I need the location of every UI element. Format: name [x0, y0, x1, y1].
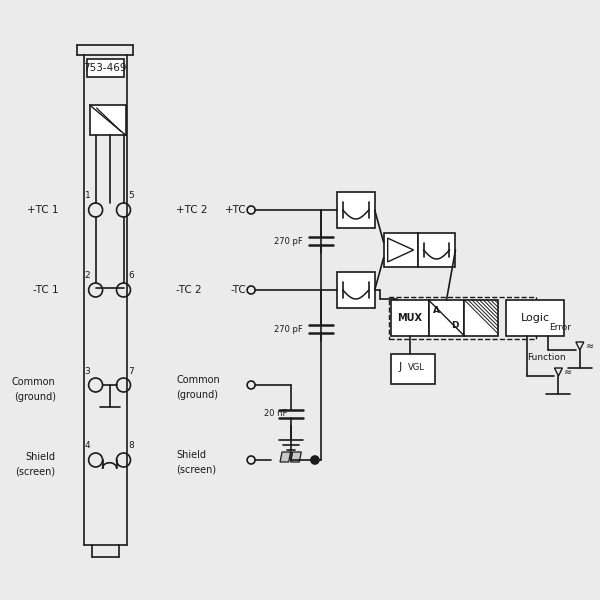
Text: (ground): (ground)	[176, 390, 218, 400]
Text: Shield: Shield	[176, 450, 206, 460]
Text: 753-469: 753-469	[83, 63, 127, 73]
Text: (screen): (screen)	[176, 465, 217, 475]
Bar	[383, 233, 418, 267]
Text: 8: 8	[128, 442, 134, 451]
Bar	[389, 297, 536, 339]
Text: 20 nF: 20 nF	[263, 409, 287, 419]
Text: 2: 2	[85, 271, 91, 280]
Text: ≈: ≈	[586, 341, 594, 351]
Text: ≈: ≈	[565, 367, 572, 377]
Text: 1: 1	[85, 191, 91, 200]
Bar	[337, 272, 375, 308]
Text: (ground): (ground)	[14, 392, 56, 402]
Bar	[337, 192, 375, 228]
Text: 270 pF: 270 pF	[274, 325, 303, 334]
Text: Logic: Logic	[521, 313, 550, 323]
Text: Error: Error	[549, 323, 571, 332]
Text: VGL: VGL	[407, 362, 424, 371]
Text: A: A	[433, 306, 440, 316]
Bar	[428, 300, 464, 336]
Polygon shape	[280, 452, 290, 462]
Text: 5: 5	[128, 191, 134, 200]
Text: 6: 6	[128, 271, 134, 280]
Text: 3: 3	[85, 367, 91, 376]
Text: Function: Function	[527, 353, 566, 362]
Text: +TC 2: +TC 2	[176, 205, 208, 215]
Text: -TC 1: -TC 1	[33, 285, 59, 295]
Circle shape	[311, 456, 319, 464]
Text: Shield: Shield	[26, 452, 56, 462]
Text: +TC: +TC	[224, 205, 246, 215]
Text: (screen): (screen)	[16, 467, 56, 477]
Text: MUX: MUX	[397, 313, 422, 323]
Bar	[391, 300, 428, 336]
Polygon shape	[290, 452, 301, 462]
Text: D: D	[451, 320, 458, 329]
Text: 7: 7	[128, 367, 134, 376]
Text: +TC 1: +TC 1	[27, 205, 59, 215]
Bar	[89, 105, 125, 135]
Text: Common: Common	[12, 377, 56, 387]
Bar	[418, 233, 455, 267]
Bar	[86, 59, 124, 77]
Bar	[464, 300, 499, 336]
Text: 270 pF: 270 pF	[274, 236, 303, 245]
Text: -TC: -TC	[230, 285, 246, 295]
Bar	[391, 354, 434, 384]
Text: 4: 4	[85, 442, 91, 451]
Text: Common: Common	[176, 375, 220, 385]
Text: -TC 2: -TC 2	[176, 285, 202, 295]
Text: J: J	[398, 362, 402, 372]
Bar	[506, 300, 564, 336]
